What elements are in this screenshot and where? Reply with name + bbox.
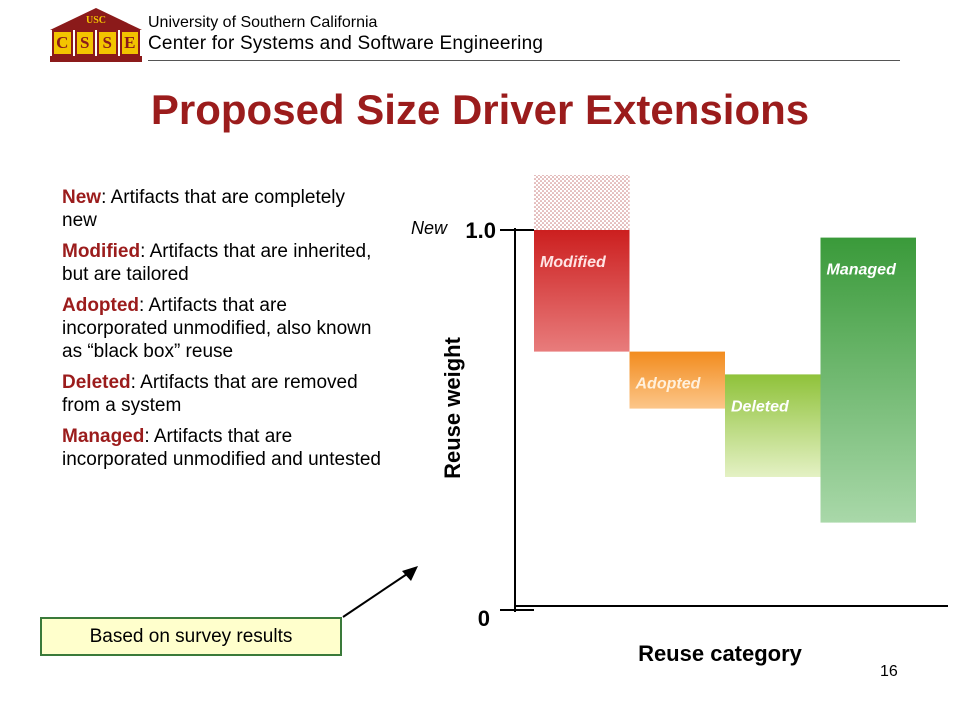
logo-letter: S bbox=[97, 30, 118, 56]
logo-letter: E bbox=[119, 30, 140, 56]
bar-adopted bbox=[629, 351, 725, 409]
page-number: 16 bbox=[880, 663, 898, 680]
logo-base bbox=[50, 56, 142, 62]
definitions-list: New: Artifacts that are completely new M… bbox=[62, 186, 382, 479]
logo-roof bbox=[50, 8, 142, 30]
definition-term: Adopted bbox=[62, 295, 140, 316]
definition-adopted: Adopted: Artifacts that are incorporated… bbox=[62, 294, 382, 363]
y-axis-title: Reuse weight bbox=[440, 336, 465, 478]
definition-term: Modified bbox=[62, 241, 141, 262]
definition-modified: Modified: Artifacts that are inherited, … bbox=[62, 240, 382, 286]
definition-managed: Managed: Artifacts that are incorporated… bbox=[62, 425, 382, 471]
bar-label-managed: Managed bbox=[827, 262, 898, 279]
definition-text: : Artifacts that are completely new bbox=[62, 187, 346, 231]
bar-modified bbox=[534, 230, 630, 352]
logo-letter: S bbox=[74, 30, 95, 56]
definition-text: : Artifacts that are inherited, but are … bbox=[62, 241, 372, 285]
slide-title: Proposed Size Driver Extensions bbox=[150, 86, 810, 133]
new-region-fill bbox=[534, 175, 630, 230]
new-label: New bbox=[411, 218, 448, 238]
bar-managed bbox=[820, 237, 916, 523]
definition-text: : Artifacts that are removed from a syst… bbox=[62, 372, 358, 416]
center-name: Center for Systems and Software Engineer… bbox=[148, 33, 544, 54]
definition-deleted: Deleted: Artifacts that are removed from… bbox=[62, 371, 382, 417]
definition-new: New: Artifacts that are completely new bbox=[62, 186, 382, 232]
definition-text: : Artifacts that are incorporated unmodi… bbox=[62, 295, 372, 362]
university-name: University of Southern California bbox=[148, 14, 378, 31]
definition-text: : Artifacts that are incorporated unmodi… bbox=[62, 426, 382, 470]
csse-logo: USC C S S E bbox=[50, 8, 142, 62]
y-tick-label: 1.0 bbox=[465, 218, 496, 243]
logo-letters: C S S E bbox=[52, 30, 140, 56]
logo-letter: C bbox=[52, 30, 73, 56]
bar-label-modified: Modified bbox=[540, 254, 607, 271]
definition-term: Deleted bbox=[62, 372, 131, 393]
definition-term: New bbox=[62, 187, 102, 208]
header-divider bbox=[148, 60, 900, 61]
bar-label-deleted: Deleted bbox=[731, 398, 790, 415]
bar-deleted bbox=[725, 374, 821, 477]
definition-term: Managed bbox=[62, 426, 145, 447]
x-axis-title: Reuse category bbox=[638, 641, 803, 666]
y-tick-label: 0 bbox=[478, 606, 490, 631]
bar-label-adopted: Adopted bbox=[635, 376, 702, 393]
survey-callout: Based on survey results bbox=[40, 617, 342, 656]
logo-roof-text: USC bbox=[85, 15, 106, 26]
